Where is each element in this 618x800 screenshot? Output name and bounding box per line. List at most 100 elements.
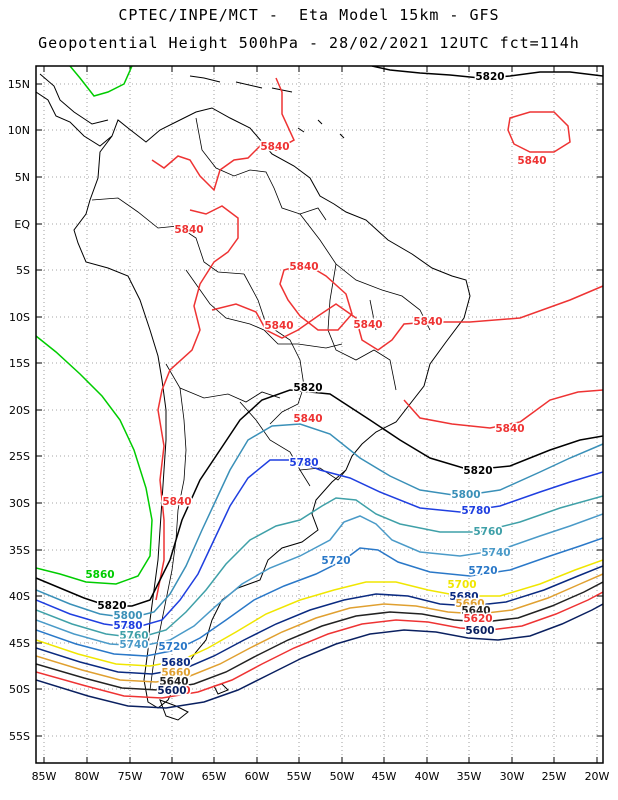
south-america-coastline xyxy=(73,107,471,709)
contour-label-5800: 5800 xyxy=(289,457,318,469)
tierra-del-fuego xyxy=(159,699,189,721)
contour-label-5800: 5800 xyxy=(113,610,142,622)
contour-5760 xyxy=(36,495,603,639)
contour-label-5660: 5660 xyxy=(455,598,484,610)
contour-5860-north xyxy=(69,66,133,97)
lon-tick-label: 35W xyxy=(457,770,482,783)
country-borders xyxy=(91,117,431,691)
lon-tick-label: 55W xyxy=(287,770,312,783)
lat-tick-label: 55S xyxy=(9,730,30,743)
lat-tick-label: 5N xyxy=(15,171,30,184)
contour-5840-inner xyxy=(279,263,353,331)
contour-label-5820: 5820 xyxy=(463,465,492,477)
map-title-line-2: Geopotential Height 500hPa - 28/02/2021 … xyxy=(38,34,580,52)
contour-label-5840: 5840 xyxy=(260,141,289,153)
border-peru-bolivia-brazil xyxy=(185,269,298,345)
contour-5840-atlantic xyxy=(507,111,571,153)
contour-label-5740: 5740 xyxy=(481,547,510,559)
contour-5700 xyxy=(36,559,603,667)
contour-label-5840: 5840 xyxy=(162,496,191,508)
lat-tick-label: 40S xyxy=(9,590,30,603)
contour-5840-amazon xyxy=(151,77,295,601)
lat-tick-label: 20S xyxy=(9,404,30,417)
contour-5840-south-atlantic xyxy=(403,389,603,429)
lat-tick-label: 10S xyxy=(9,311,30,324)
contour-5800 xyxy=(36,423,603,619)
contour-label-5720: 5720 xyxy=(321,555,350,567)
contour-5660 xyxy=(36,573,603,683)
contour-label-5660: 5660 xyxy=(161,667,190,679)
lon-tick-label: 85W xyxy=(32,770,57,783)
contour-label-5840: 5840 xyxy=(517,155,546,167)
longitude-labels: 85W 80W 75W 70W 65W 60W 55W 50W 45W 40W 35W 30W 25W 2… xyxy=(32,770,610,783)
grid-lines xyxy=(36,66,603,763)
contour-label-5780: 5780 xyxy=(461,505,490,517)
lat-tick-label: 5S xyxy=(16,264,30,277)
contour-label-5840: 5840 xyxy=(495,423,524,435)
lon-tick-label: 50W xyxy=(330,770,355,783)
brazil-internal-states xyxy=(297,213,431,391)
contour-5720 xyxy=(36,537,603,657)
contour-label-5800: 5800 xyxy=(451,489,480,501)
lat-tick-label: 10N xyxy=(8,124,30,137)
border-colombia-venezuela xyxy=(195,117,327,221)
latitude-labels: 15N 10N 5N EQ 5S 10S 15S 20S 25S 30S 35S 40S 45S 50S 5… xyxy=(8,78,31,743)
contour-labels: 5820 5840 5840 5840 5840 5840 5840 5840 5840 5840… xyxy=(84,70,548,699)
contour-5820-north xyxy=(371,66,603,79)
lat-tick-label: 50S xyxy=(9,683,30,696)
contour-label-5700: 5700 xyxy=(447,579,476,591)
lat-tick-label: 45S xyxy=(9,637,30,650)
contour-label-5780: 5780 xyxy=(113,620,142,632)
lon-tick-label: 30W xyxy=(500,770,525,783)
lon-tick-label: 60W xyxy=(245,770,270,783)
lon-tick-label: 75W xyxy=(118,770,143,783)
contour-5680 xyxy=(36,565,603,675)
contour-5820 xyxy=(36,389,603,607)
contour-label-5780: 5780 xyxy=(289,457,318,469)
lat-tick-label: 15S xyxy=(9,357,30,370)
map-frame xyxy=(35,65,604,764)
contour-label-5840: 5840 xyxy=(413,316,442,328)
border-colombia-peru-ecuador xyxy=(91,197,245,275)
contour-5600 xyxy=(36,603,603,709)
coastlines xyxy=(36,73,471,721)
lat-tick-label: EQ xyxy=(14,218,30,231)
contour-label-5820: 5820 xyxy=(293,382,322,394)
contour-label-5620: 5620 xyxy=(463,613,492,625)
contour-label-5760: 5760 xyxy=(473,526,502,538)
contour-label-5860: 5860 xyxy=(85,569,114,581)
contour-5860-pacific xyxy=(36,335,153,585)
contour-label-5820: 5820 xyxy=(475,71,504,83)
contour-label-5840: 5840 xyxy=(174,224,203,236)
lon-tick-label: 45W xyxy=(372,770,397,783)
lon-tick-label: 80W xyxy=(75,770,100,783)
contour-label-5600: 5600 xyxy=(465,625,494,637)
contour-label-5840: 5840 xyxy=(293,413,322,425)
contour-label-5840: 5840 xyxy=(264,320,293,332)
caribbean-islands xyxy=(189,75,345,139)
contour-5780 xyxy=(36,459,603,629)
contour-label-5840: 5840 xyxy=(289,261,318,273)
contour-lines xyxy=(36,66,603,709)
lat-tick-label: 25S xyxy=(9,450,30,463)
lat-tick-label: 15N xyxy=(8,78,30,91)
border-uruguay-brazil xyxy=(299,467,347,481)
contour-label-5760: 5760 xyxy=(119,630,148,642)
contour-label-5740: 5740 xyxy=(119,639,148,651)
border-chile-argentina xyxy=(149,363,187,691)
contour-label-5640: 5640 xyxy=(461,605,490,617)
contour-label-5600: 5600 xyxy=(157,685,186,697)
contour-label-5840: 5840 xyxy=(353,319,382,331)
central-america-coastline xyxy=(36,73,113,147)
axis-ticks xyxy=(36,66,603,763)
lat-tick-label: 30S xyxy=(9,497,30,510)
contour-label-5640: 5640 xyxy=(159,676,188,688)
contour-label-5720: 5720 xyxy=(158,641,187,653)
border-paraguay-argentina xyxy=(239,401,311,487)
contour-5620 xyxy=(36,591,603,699)
contour-label-5820: 5820 xyxy=(97,600,126,612)
contour-label-5680: 5680 xyxy=(161,657,190,669)
lon-tick-label: 40W xyxy=(415,770,440,783)
border-bolivia-argentina xyxy=(179,387,281,403)
